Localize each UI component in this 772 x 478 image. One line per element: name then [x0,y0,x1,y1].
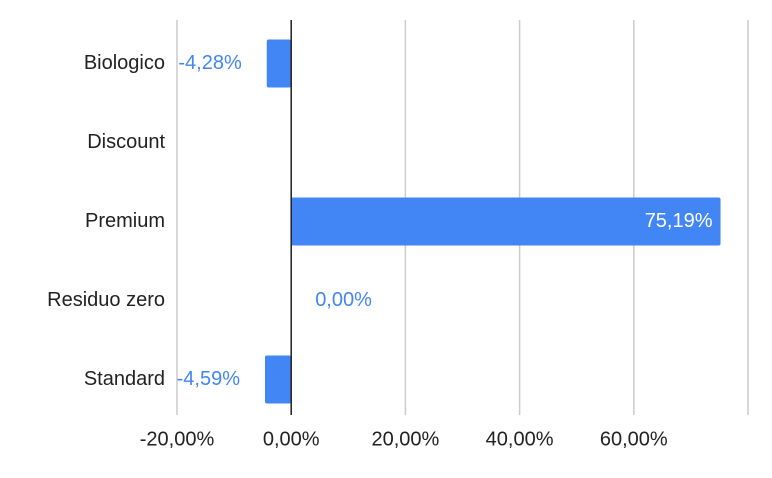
bar [266,39,292,88]
x-tick-label: 60,00% [600,428,668,450]
value-label: 75,19% [645,210,713,232]
y-tick-label: Residuo zero [47,289,165,311]
value-label: -4,28% [178,52,242,74]
bar [291,197,721,246]
x-tick-label: 0,00% [263,428,320,450]
value-label: -4,59% [177,368,241,390]
y-tick-label: Biologico [84,52,165,74]
x-tick-label: -20,00% [140,428,215,450]
bar [264,355,292,404]
value-label: 0,00% [315,289,372,311]
x-tick-label: 40,00% [486,428,554,450]
y-tick-label: Discount [87,131,165,153]
y-tick-label: Standard [84,368,165,390]
x-tick-label: 20,00% [371,428,439,450]
y-tick-label: Premium [85,210,165,232]
